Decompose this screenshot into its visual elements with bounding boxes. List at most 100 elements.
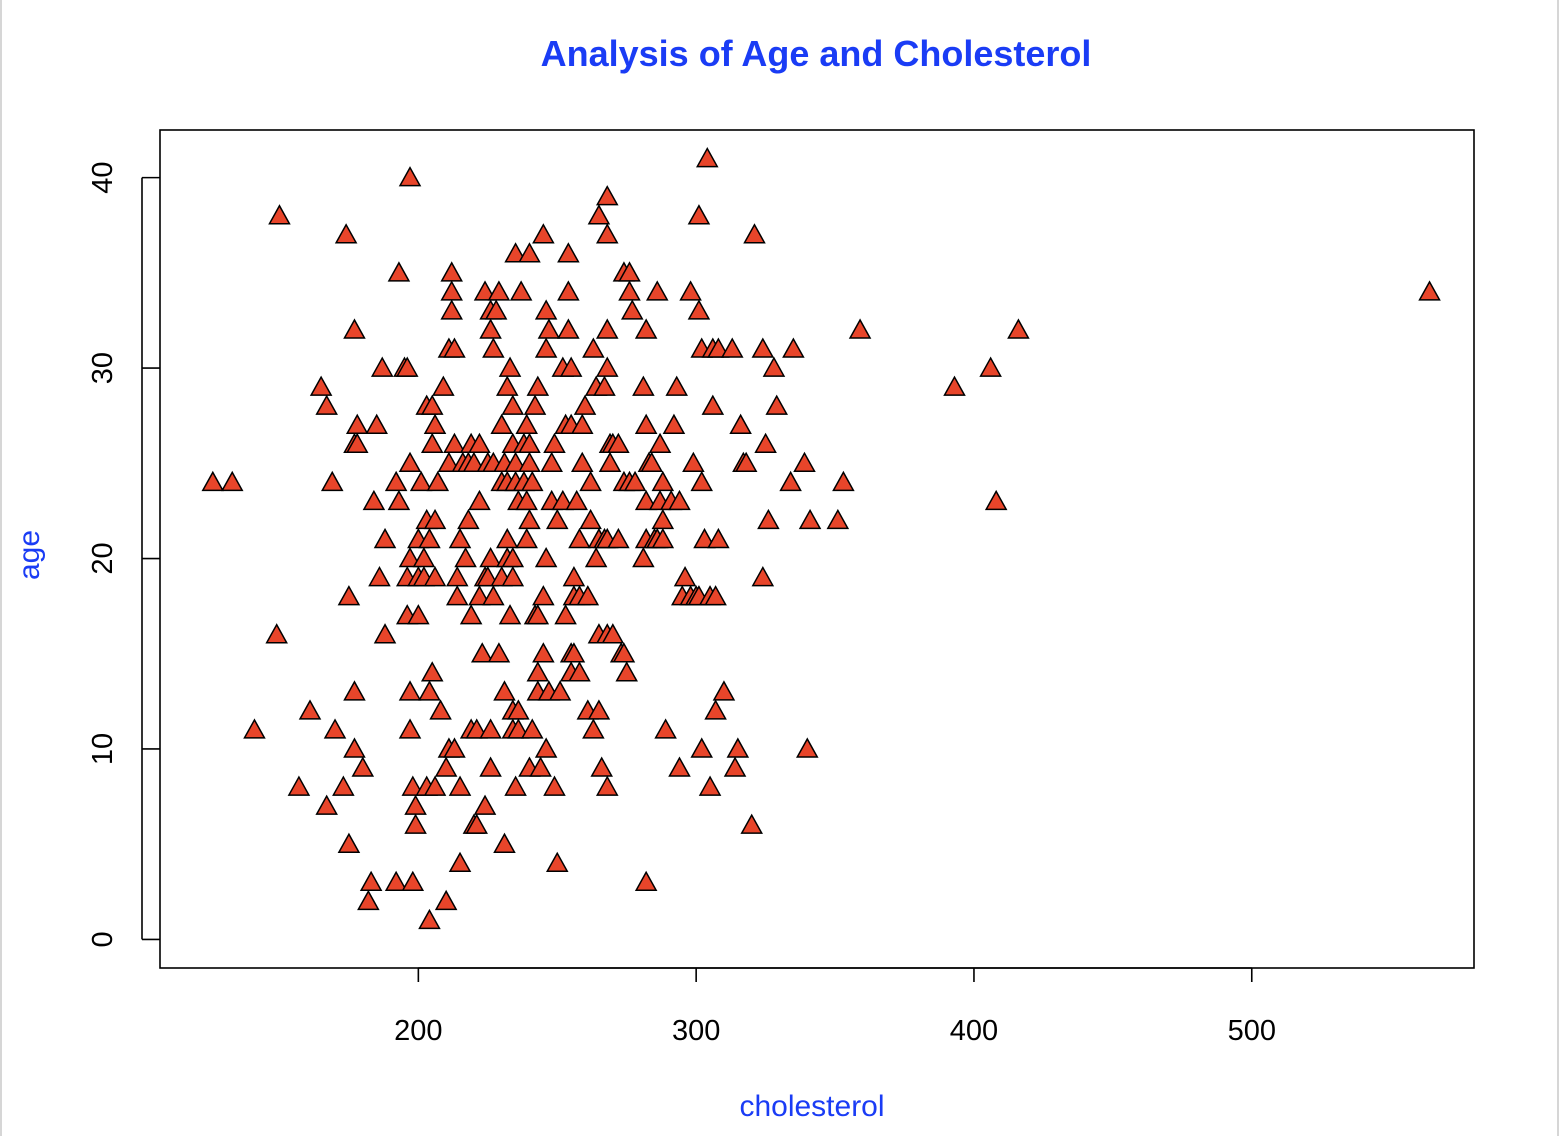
data-point	[632, 546, 655, 568]
data-point	[243, 718, 266, 739]
data-point	[440, 280, 463, 301]
data-point	[337, 832, 361, 853]
data-point	[384, 870, 408, 892]
data-point	[623, 470, 647, 492]
data-point	[476, 566, 500, 587]
data-point	[798, 508, 822, 530]
data-point	[534, 299, 558, 320]
data-point	[412, 546, 436, 568]
data-point	[445, 585, 469, 606]
data-point	[943, 375, 966, 396]
data-point	[645, 280, 669, 301]
data-point	[537, 318, 561, 339]
data-point	[593, 375, 616, 396]
data-point	[704, 585, 727, 606]
data-point	[501, 566, 525, 587]
data-point	[634, 870, 658, 892]
data-point	[529, 756, 552, 777]
y-tick-label: 0	[87, 931, 119, 947]
data-point	[490, 413, 513, 434]
data-point	[579, 508, 602, 530]
data-point	[570, 413, 594, 434]
data-point	[401, 775, 425, 796]
data-point	[565, 489, 588, 511]
data-point	[534, 546, 558, 568]
data-point	[634, 413, 658, 434]
x-tick-label: 500	[1228, 1015, 1276, 1047]
data-point	[762, 356, 786, 377]
data-point	[509, 280, 533, 301]
data-point	[543, 432, 566, 453]
data-point	[734, 451, 758, 473]
x-tick-label: 400	[950, 1015, 998, 1047]
data-point	[443, 337, 466, 358]
data-point	[720, 337, 744, 358]
data-point	[518, 508, 541, 530]
data-point	[687, 204, 711, 225]
data-point	[420, 661, 444, 682]
data-point	[298, 699, 322, 720]
y-axis: 0 10 20 30 40	[87, 161, 160, 948]
data-point	[595, 356, 619, 377]
data-point	[398, 680, 422, 701]
data-point	[634, 318, 658, 339]
data-point	[465, 718, 488, 739]
data-point	[320, 470, 344, 492]
data-point	[743, 223, 766, 244]
data-point	[687, 299, 711, 320]
data-point	[612, 642, 636, 663]
data-point	[443, 432, 466, 453]
data-point	[573, 394, 597, 415]
data-point	[704, 699, 727, 720]
data-point	[662, 413, 686, 434]
data-point	[826, 508, 850, 530]
data-point	[665, 375, 688, 396]
data-point	[343, 680, 366, 701]
data-point	[848, 318, 872, 339]
data-point	[782, 337, 805, 358]
data-point	[418, 908, 441, 930]
data-point	[423, 566, 447, 587]
data-point	[979, 356, 1002, 377]
data-point	[445, 566, 469, 587]
data-point	[201, 470, 225, 492]
y-tick-label: 40	[87, 161, 119, 193]
data-point	[545, 851, 569, 872]
data-point	[384, 470, 408, 492]
data-point	[362, 489, 386, 511]
data-point	[479, 756, 502, 777]
data-point	[220, 470, 244, 492]
data-point	[423, 508, 447, 530]
data-point	[796, 737, 819, 758]
data-point	[740, 813, 763, 834]
data-point	[1007, 318, 1030, 339]
data-point	[432, 375, 455, 396]
data-point	[398, 451, 422, 473]
data-point	[479, 718, 502, 739]
data-point	[723, 756, 747, 777]
data-point	[493, 680, 516, 701]
data-point	[532, 223, 555, 244]
data-point	[407, 604, 430, 625]
data-point	[534, 337, 558, 358]
data-point	[587, 699, 611, 720]
data-point	[568, 527, 591, 549]
data-point	[265, 623, 288, 644]
data-point	[287, 775, 311, 796]
data-point	[470, 642, 494, 663]
data-point	[698, 775, 722, 796]
data-point	[618, 280, 641, 301]
data-point	[584, 546, 608, 568]
data-point	[651, 508, 675, 530]
data-point	[554, 604, 577, 625]
data-point	[468, 489, 491, 511]
data-point	[423, 413, 447, 434]
data-point	[648, 432, 672, 453]
data-point	[404, 794, 427, 815]
data-point	[757, 508, 780, 530]
data-point	[495, 375, 519, 396]
data-point	[398, 546, 422, 568]
data-point	[654, 718, 677, 739]
data-point	[515, 527, 538, 549]
data-point	[268, 204, 291, 225]
